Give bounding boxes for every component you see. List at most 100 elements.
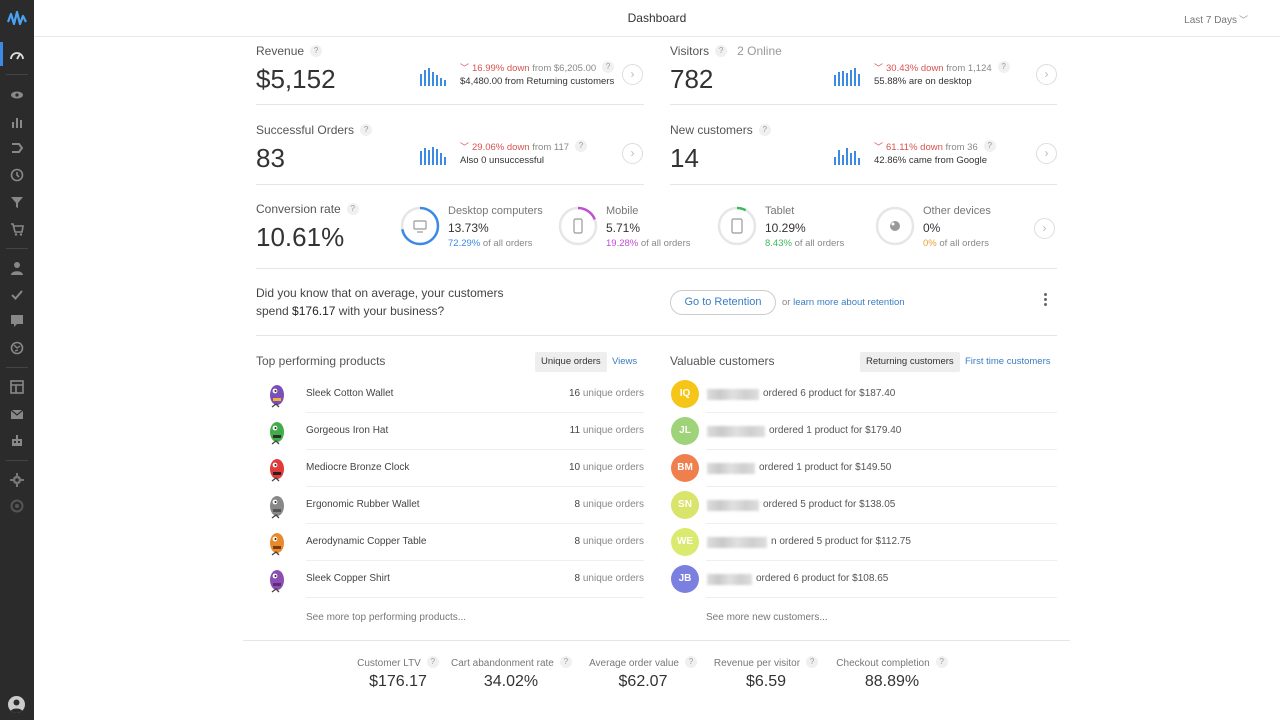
device-rate: 0% [923,221,941,235]
stat-value: $62.07 [618,673,668,690]
product-name[interactable]: Ergonomic Rubber Wallet [306,499,420,510]
product-row[interactable]: Gorgeous Iron Hat 11 unique orders [256,413,644,450]
conversion-details-button[interactable]: › [1034,218,1055,239]
tab-views[interactable]: Views [612,356,638,367]
product-row[interactable]: Aerodynamic Copper Table 8 unique orders [256,524,644,561]
settings-icon[interactable] [9,472,25,488]
date-range-dropdown[interactable]: Last 7 Days ﹀ [1184,13,1248,26]
orders-from: from 117 [532,142,570,153]
tab-returning-customers[interactable]: Returning customers [860,352,960,372]
chat-icon[interactable] [9,313,25,329]
go-to-retention-button[interactable]: Go to Retention [670,290,776,315]
tab-first-time-customers[interactable]: First time customers [965,356,1051,367]
info-line-1: Did you know that on average, your custo… [256,286,504,300]
learn-more-link[interactable]: learn more about retention [793,297,905,308]
stat-label-text: Cart abandonment rate [451,658,554,669]
customer-row[interactable]: SN ordered 5 product for $138.05 [670,487,1057,524]
divider [256,184,644,185]
robot-icon[interactable] [9,433,25,449]
device-share-suffix: of all orders [640,238,691,249]
logo-icon[interactable] [6,8,28,30]
product-name[interactable]: Mediocre Bronze Clock [306,462,410,473]
customer-row[interactable]: JL ordered 1 product for $179.40 [670,413,1057,450]
help-icon[interactable]: ? [310,45,323,57]
help-icon[interactable]: ? [758,124,771,136]
new-customers-details-button[interactable]: › [1036,143,1057,164]
active-indicator [0,42,3,66]
product-name[interactable]: Sleek Copper Shirt [306,573,390,584]
mail-icon[interactable] [9,406,25,422]
product-count: 8 unique orders [575,536,645,547]
help-icon[interactable]: ? [935,656,948,668]
help-icon[interactable]: ? [360,124,373,136]
customer-row[interactable]: WE n ordered 5 product for $112.75 [670,524,1057,561]
help-icon[interactable]: ? [684,656,697,668]
product-count-unit: unique orders [582,425,644,436]
account-icon[interactable] [8,696,25,713]
device-share-suffix: of all orders [794,238,845,249]
see-more-products-link[interactable]: See more top performing products... [306,612,467,623]
divider [306,412,644,413]
tab-unique-orders[interactable]: Unique orders [535,352,607,372]
stat-item: Checkout completion? 88.89% [832,656,952,691]
product-row[interactable]: Sleek Cotton Wallet 16 unique orders [256,376,644,413]
user-icon[interactable] [9,260,25,276]
filter-icon[interactable] [9,194,25,210]
help-icon[interactable]: ? [602,61,615,73]
device-rate: 10.29% [765,221,806,235]
help-icon[interactable]: ? [426,656,439,668]
product-row[interactable]: Mediocre Bronze Clock 10 unique orders [256,450,644,487]
customer-row[interactable]: BM ordered 1 product for $149.50 [670,450,1057,487]
product-count-value: 10 [568,462,581,473]
orders-change: 29.06% down [472,142,530,153]
device-name: Other devices [923,205,991,217]
product-count-value: 11 [569,425,581,436]
sidebar-divider [6,248,28,249]
bar-chart-icon[interactable] [9,114,25,130]
product-count: 11 unique orders [570,425,644,436]
device-share-suffix: of all orders [939,238,990,249]
sidebar-divider [6,460,28,461]
layout-icon[interactable] [9,379,25,395]
orders-details-button[interactable]: › [622,143,643,164]
visitors-details-button[interactable]: › [1036,64,1057,85]
product-name[interactable]: Sleek Cotton Wallet [306,388,394,399]
products-section-title: Top performing products [256,354,386,368]
divider [306,560,644,561]
product-count: 8 unique orders [575,499,645,510]
customer-row[interactable]: IQ ordered 6 product for $187.40 [670,376,1057,413]
eye-icon[interactable] [9,87,25,103]
sidebar [0,0,34,720]
revenue-label: Revenue [256,44,305,58]
help-icon[interactable]: ? [715,45,728,57]
visitors-from: from 1,124 [946,63,992,74]
help-icon[interactable]: ? [346,203,359,215]
check-icon[interactable] [9,287,25,303]
more-options-icon[interactable] [1044,293,1048,309]
retention-alt: or learn more about retention [782,297,905,308]
device-desktop: Desktop computers 13.73% 72.29% of all o… [400,204,550,254]
help-icon[interactable]: ? [806,656,819,668]
product-row[interactable]: Sleek Copper Shirt 8 unique orders [256,561,644,598]
support-icon[interactable] [9,498,25,514]
product-row[interactable]: Ergonomic Rubber Wallet 8 unique orders [256,487,644,524]
product-name[interactable]: Gorgeous Iron Hat [306,425,389,436]
divider [706,449,1057,450]
globe-icon[interactable] [9,340,25,356]
history-icon[interactable] [9,167,25,183]
cart-icon[interactable] [9,221,25,237]
mobile-ring-chart [558,206,598,246]
help-icon[interactable]: ? [997,61,1010,73]
customer-row[interactable]: JB ordered 6 product for $108.65 [670,561,1057,598]
dashboard-icon[interactable] [9,47,25,63]
help-icon[interactable]: ? [559,656,572,668]
product-name[interactable]: Aerodynamic Copper Table [306,536,427,547]
see-more-customers-link[interactable]: See more new customers... [706,612,828,623]
revenue-note: $4,480.00 from Returning customers [460,76,615,87]
revenue-details-button[interactable]: › [622,64,643,85]
help-icon[interactable]: ? [983,140,996,152]
average-spend: $176.17 [292,304,336,318]
help-icon[interactable]: ? [575,140,588,152]
funnel-arrows-icon[interactable] [9,140,25,156]
stat-value: 34.02% [483,673,539,690]
